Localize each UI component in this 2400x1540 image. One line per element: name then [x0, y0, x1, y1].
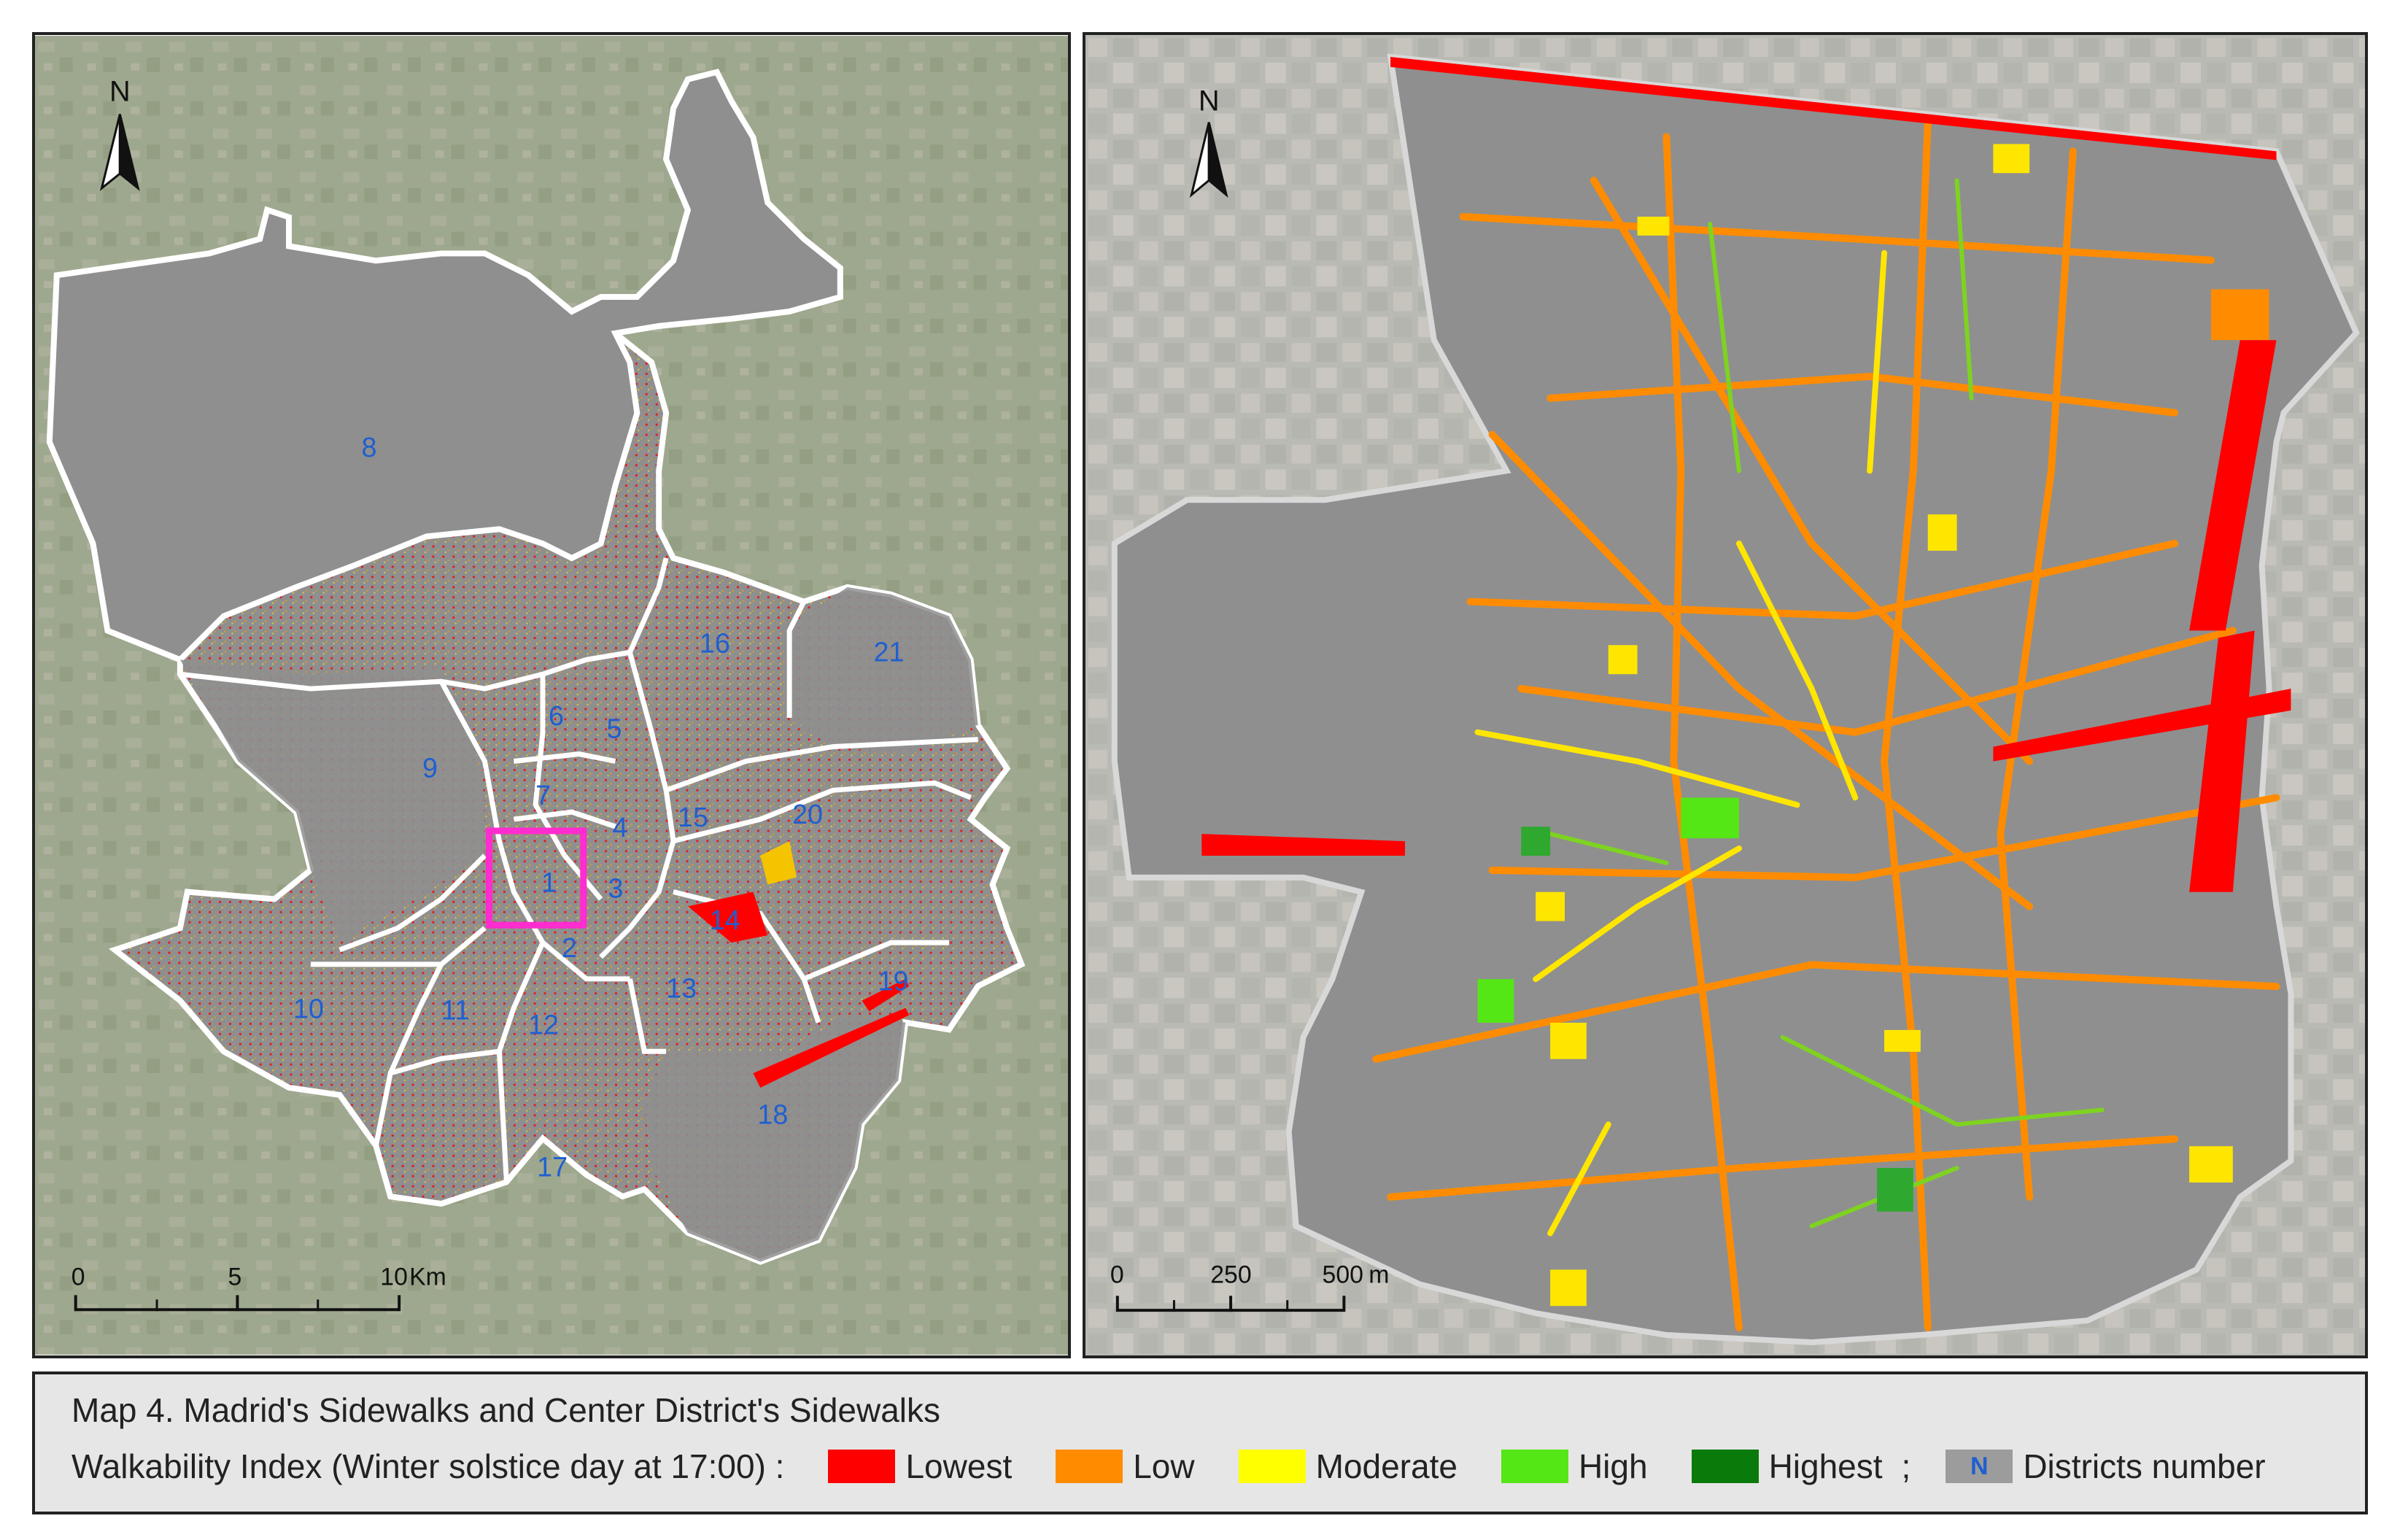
- district-label: 7: [535, 781, 551, 811]
- legend-swatch: [1501, 1450, 1568, 1483]
- madrid-map: 1 2 3 4 5 6 7 8 9 10 11 12 13 14 15 16 1…: [35, 36, 1068, 1355]
- district-label: 19: [878, 967, 908, 997]
- district-label: 13: [666, 974, 697, 1005]
- north-arrow-icon: N: [99, 76, 140, 191]
- legend-label: Highest: [1768, 1447, 1883, 1485]
- madrid-map-panel: 1 2 3 4 5 6 7 8 9 10 11 12 13 14 15 16 1…: [32, 32, 1071, 1358]
- scale-bar: 0 250 500 m: [1110, 1261, 1389, 1312]
- district-label: 6: [549, 701, 564, 732]
- legend-swatch: [1238, 1450, 1306, 1483]
- center-district-highlight-box: [486, 827, 587, 929]
- madrid-outline: [46, 69, 1026, 1265]
- legend-swatch: [1691, 1450, 1759, 1483]
- district-label: 18: [757, 1100, 788, 1131]
- legend-swatch: [828, 1450, 896, 1483]
- district-label: 4: [613, 813, 628, 843]
- north-label: N: [1199, 85, 1220, 117]
- legend-label: Low: [1133, 1447, 1195, 1485]
- scale-bar: 0 5 10 Km: [71, 1263, 446, 1312]
- district-label: 9: [422, 753, 438, 783]
- legend-item-high: High: [1501, 1447, 1648, 1486]
- district-label: 21: [874, 637, 905, 668]
- scale-tick-label: 250: [1210, 1261, 1251, 1288]
- district-label: 14: [710, 905, 740, 936]
- center-district-outline: [1111, 53, 2360, 1345]
- legend-row: Walkability Index (Winter solstice day a…: [71, 1444, 2350, 1488]
- district-label: 10: [293, 994, 324, 1025]
- district-label: 12: [528, 1010, 559, 1040]
- scale-tick-label: 5: [228, 1263, 242, 1291]
- legend-item-highest: Highest: [1691, 1447, 1883, 1486]
- legend-label: Districts number: [2023, 1447, 2266, 1485]
- legend-label: Moderate: [1315, 1447, 1458, 1485]
- center-district-map-panel: N 0 250 500 m: [1083, 32, 2368, 1358]
- district-label: 2: [562, 933, 577, 964]
- district-label: 17: [537, 1152, 568, 1183]
- legend-title: Map 4. Madrid's Sidewalks and Center Dis…: [71, 1391, 941, 1429]
- district-label: 16: [700, 628, 730, 659]
- legend-item-low: Low: [1056, 1447, 1195, 1486]
- legend-label: High: [1578, 1447, 1648, 1485]
- scale-unit: m: [1369, 1261, 1389, 1288]
- district-label: 1: [541, 867, 557, 898]
- walkability-index-label: Walkability Index (Winter solstice day a…: [71, 1447, 785, 1485]
- legend-item-lowest: Lowest: [828, 1447, 1012, 1486]
- scale-unit: Km: [409, 1263, 446, 1291]
- center-district-map: N 0 250 500 m: [1085, 35, 2365, 1355]
- district-label: 20: [792, 800, 823, 830]
- district-swatch: N: [1946, 1450, 2013, 1483]
- legend-swatch: [1056, 1450, 1123, 1483]
- scale-tick-label: 10: [380, 1263, 408, 1291]
- legend: Map 4. Madrid's Sidewalks and Center Dis…: [32, 1371, 2368, 1514]
- district-label: 11: [441, 995, 470, 1026]
- district-label: 8: [361, 433, 376, 463]
- district-swatch-letter: N: [1970, 1452, 1989, 1480]
- north-label: N: [109, 76, 131, 108]
- legend-separator: ;: [1901, 1447, 1911, 1485]
- district-label: 3: [608, 873, 624, 904]
- scale-tick-label: 0: [1110, 1261, 1124, 1288]
- district-label: 5: [607, 714, 622, 745]
- scale-tick-label: 500: [1323, 1261, 1363, 1288]
- legend-item-districts: N Districts number: [1946, 1447, 2266, 1486]
- north-arrow-icon: N: [1189, 85, 1228, 198]
- legend-item-moderate: Moderate: [1238, 1447, 1458, 1486]
- scale-tick-label: 0: [71, 1263, 85, 1291]
- district-label: 15: [678, 802, 708, 833]
- district-labels: 1 2 3 4 5 6 7 8 9 10 11 12 13 14 15 16 1…: [293, 433, 908, 1183]
- legend-label: Lowest: [905, 1447, 1013, 1485]
